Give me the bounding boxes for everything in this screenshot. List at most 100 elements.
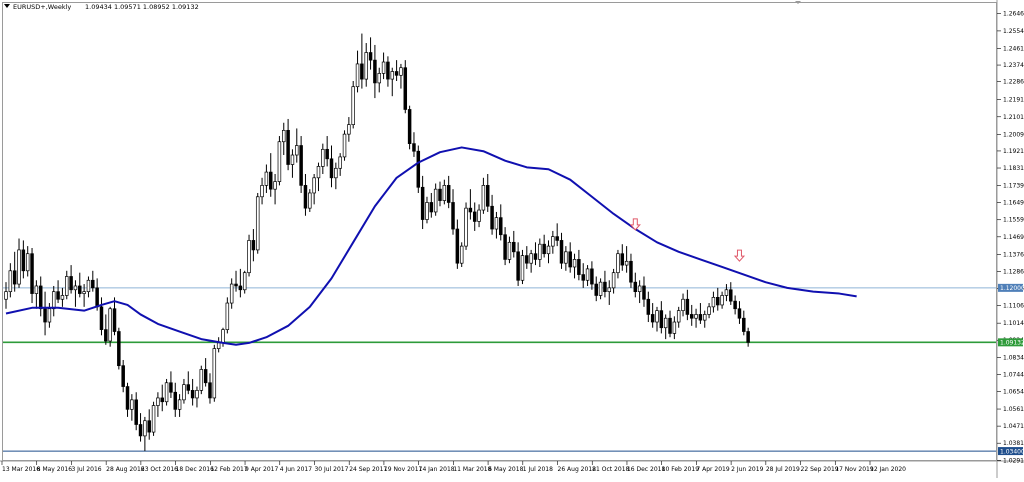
candle-body-up xyxy=(182,384,186,401)
candle xyxy=(99,297,104,336)
candle-body-down xyxy=(91,279,95,289)
price-tag-background xyxy=(998,447,1023,456)
candle-body-down xyxy=(43,308,47,323)
candle-body-up xyxy=(672,321,677,334)
y-tick-label: 1.22865 xyxy=(1003,79,1024,86)
candle-body-down xyxy=(416,150,421,188)
ohlc-readout: 1.09434 1.09571 1.08952 1.09132 xyxy=(85,3,199,11)
candle xyxy=(733,295,737,315)
chart-shift-marker[interactable] xyxy=(795,1,801,4)
candle xyxy=(525,246,529,269)
x-tick-label: 21 Oct 2018 xyxy=(592,466,629,473)
candle xyxy=(689,304,694,326)
candle xyxy=(737,301,742,324)
candle xyxy=(234,270,238,292)
candle-body-down xyxy=(203,369,208,384)
candle-body-down xyxy=(512,241,516,253)
candle xyxy=(308,189,312,212)
candle xyxy=(416,145,421,193)
candle-body-up xyxy=(212,348,217,399)
candle xyxy=(86,276,91,298)
candle-body-up xyxy=(264,171,269,186)
candle-body-up xyxy=(108,308,112,342)
x-tick-label: 26 Aug 2018 xyxy=(558,466,597,473)
candle-body-up xyxy=(494,217,499,230)
candle xyxy=(143,416,147,452)
candle xyxy=(169,371,173,398)
candle xyxy=(716,287,720,311)
candle-body-up xyxy=(676,310,681,323)
candle xyxy=(17,238,21,288)
candle-body-up xyxy=(481,185,486,211)
price-axis[interactable]: 1.26465 1.25540 1.24615 1.23740 1.22865 1.219… xyxy=(997,10,1024,464)
candle-body-up xyxy=(4,291,8,300)
candle xyxy=(746,327,750,347)
y-tick-label: 1.03815 xyxy=(1003,440,1024,447)
candle-body-down xyxy=(38,285,43,310)
candle-body-up xyxy=(724,289,729,296)
candle xyxy=(190,378,195,406)
candle xyxy=(195,386,199,408)
collapse-triangle-icon[interactable] xyxy=(4,4,10,8)
candle-body-down xyxy=(420,186,425,220)
candle-body-down xyxy=(559,240,564,264)
down-arrow-icon[interactable] xyxy=(733,249,746,262)
candle-body-up xyxy=(377,73,381,84)
candle xyxy=(637,280,642,304)
candle xyxy=(407,105,412,150)
candle-body-up xyxy=(351,86,355,126)
candle-body-up xyxy=(598,281,603,296)
candle-body-down xyxy=(95,287,99,308)
candle xyxy=(134,392,138,431)
candle xyxy=(742,310,746,336)
candle-body-down xyxy=(286,129,290,165)
candle-body-down xyxy=(104,329,108,342)
candle xyxy=(711,291,716,313)
candle xyxy=(368,37,373,70)
candle-body-up xyxy=(507,241,512,260)
price-tag-label: 1.12000 xyxy=(1000,285,1024,292)
candle xyxy=(112,297,117,336)
candle-body-down xyxy=(668,317,672,334)
candle xyxy=(624,246,629,273)
candle-body-down xyxy=(12,270,17,285)
candle xyxy=(295,128,299,163)
candle-body-down xyxy=(490,205,494,230)
x-tick-label: 14 Jan 2018 xyxy=(419,466,455,473)
x-tick-label: 16 Dec 2018 xyxy=(627,466,666,473)
y-tick-label: 1.13765 xyxy=(1003,251,1024,258)
candle xyxy=(568,242,572,273)
x-tick-label: 17 Nov 2019 xyxy=(835,466,874,473)
candle-body-up xyxy=(624,260,629,266)
y-tick-label: 1.08340 xyxy=(1003,354,1024,361)
candle-body-up xyxy=(295,145,299,156)
candle-body-down xyxy=(299,145,303,186)
candle xyxy=(594,276,598,302)
candle-body-down xyxy=(112,308,117,332)
y-tick-label: 1.19215 xyxy=(1003,148,1024,155)
candle-body-up xyxy=(616,253,620,274)
candle-body-up xyxy=(520,255,525,281)
down-arrow-icon[interactable] xyxy=(629,218,641,231)
candle-body-down xyxy=(386,61,390,80)
arrow-markers xyxy=(629,218,746,262)
candle-body-up xyxy=(529,253,533,264)
candle xyxy=(338,153,342,176)
candle xyxy=(60,287,65,307)
candle xyxy=(420,175,425,230)
candle-body-down xyxy=(620,253,625,266)
candle-body-down xyxy=(455,228,460,264)
candle-body-up xyxy=(347,124,351,135)
candle xyxy=(668,310,672,338)
candle-body-up xyxy=(273,181,277,190)
candle xyxy=(56,280,60,304)
candle-body-up xyxy=(381,61,386,74)
candle-body-down xyxy=(468,207,473,213)
candle xyxy=(34,280,39,309)
candle-body-down xyxy=(646,298,651,315)
candle-body-down xyxy=(516,251,520,281)
candle-body-down xyxy=(451,202,455,230)
candle xyxy=(147,409,151,440)
